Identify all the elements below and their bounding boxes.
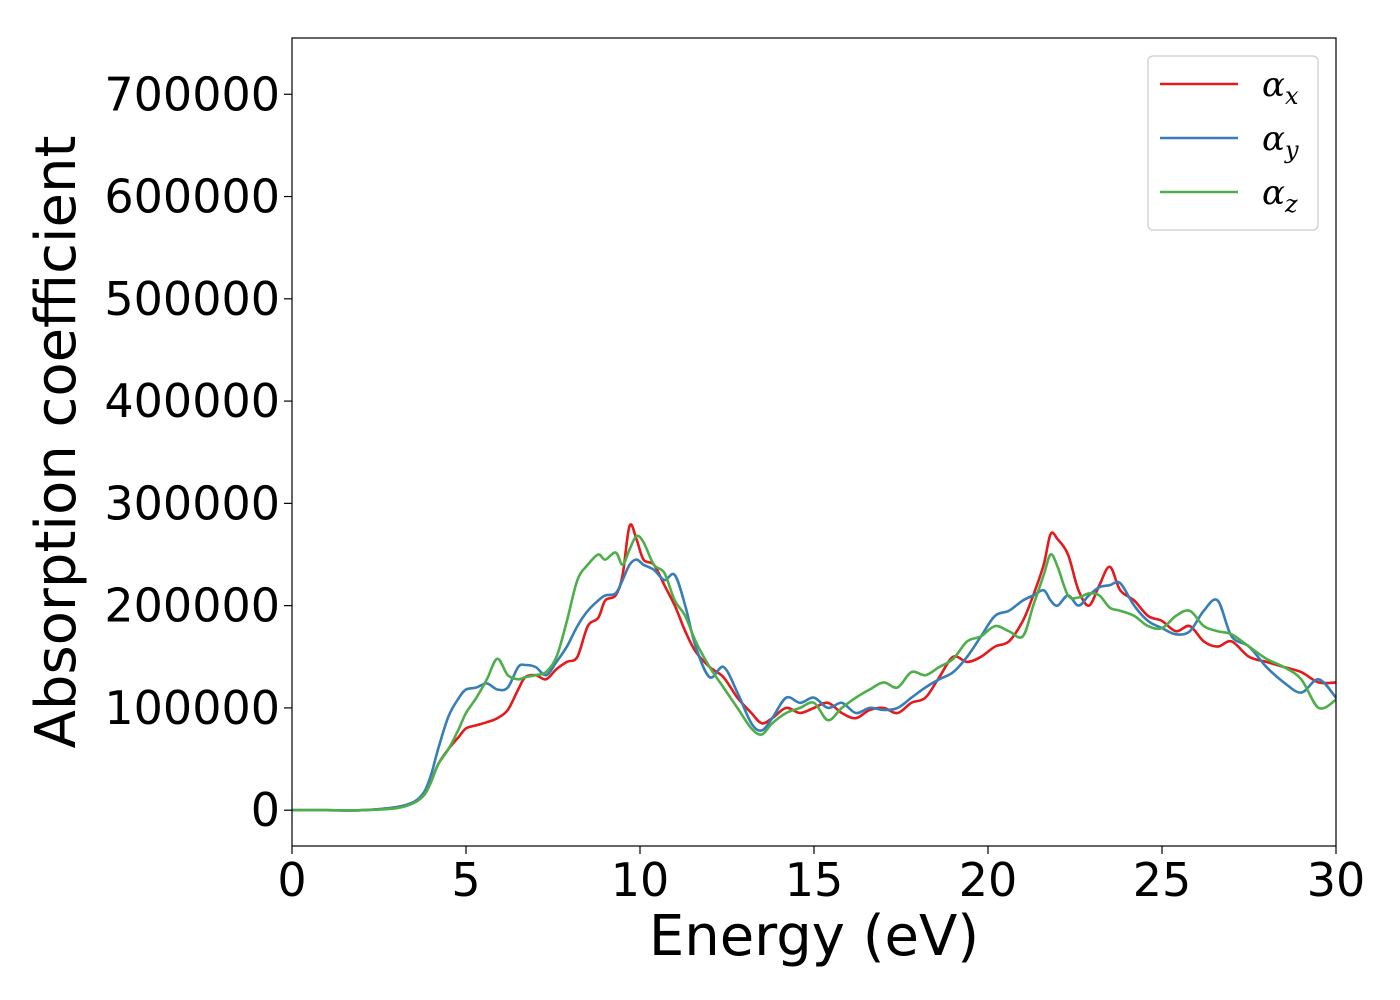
legend-label-z: αz [1262, 173, 1298, 218]
legend-label-y: αy [1262, 119, 1299, 164]
x-tick-label: 5 [451, 853, 480, 907]
y-tick-label: 400000 [104, 374, 280, 428]
y-axis-ticks: 0 100000 200000 300000 400000 500000 600000 700… [104, 67, 292, 837]
y-axis-title: Absorption coefficient [24, 136, 89, 749]
x-tick-label: 10 [611, 853, 670, 907]
plot-frame [291, 37, 1337, 847]
x-tick-label: 20 [959, 853, 1018, 907]
legend-frame [1147, 55, 1319, 231]
y-tick-label: 0 [251, 783, 280, 837]
series-line-x [292, 523, 1337, 812]
series-layer [292, 523, 1337, 812]
legend-label-x: αx [1262, 65, 1299, 110]
y-tick-label: 200000 [104, 579, 280, 633]
x-tick-label: 0 [277, 853, 306, 907]
x-tick-label: 25 [1133, 853, 1192, 907]
x-axis-title: Energy (eV) [649, 904, 979, 969]
series-line-z [292, 534, 1337, 812]
y-tick-label: 100000 [104, 681, 280, 735]
series-line-y [292, 558, 1337, 812]
y-tick-label: 500000 [104, 272, 280, 326]
x-axis-ticks: 0 5 10 15 20 25 30 [277, 846, 1365, 907]
legend: αx αy αz [1147, 55, 1319, 231]
y-tick-label: 700000 [104, 67, 280, 121]
y-tick-label: 300000 [104, 476, 280, 530]
x-tick-label: 30 [1307, 853, 1366, 907]
y-tick-label: 600000 [104, 170, 280, 224]
x-tick-label: 15 [785, 853, 844, 907]
